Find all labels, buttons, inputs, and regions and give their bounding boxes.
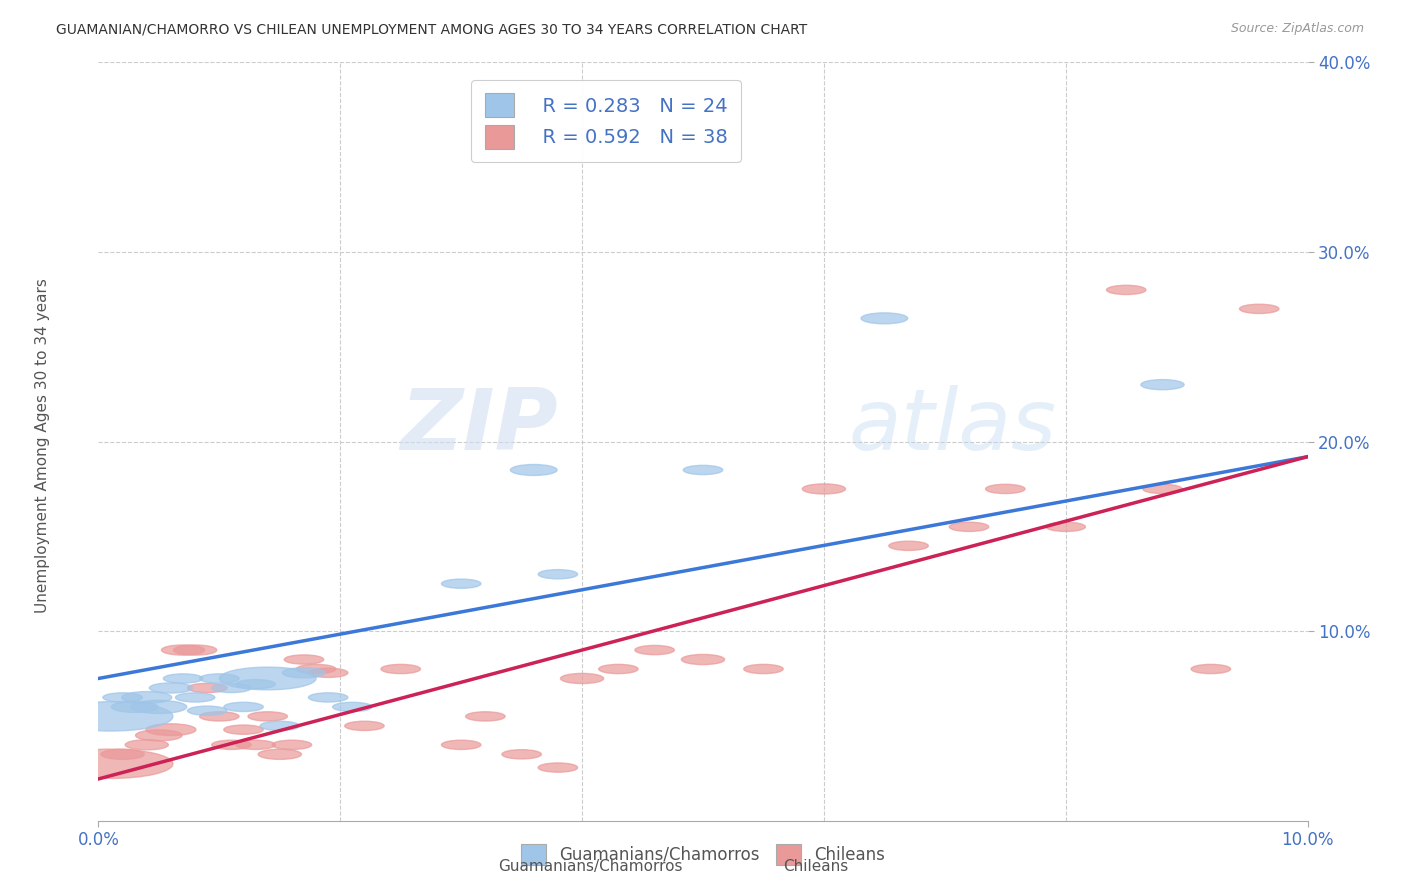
Text: ZIP: ZIP [401,384,558,468]
Text: Source: ZipAtlas.com: Source: ZipAtlas.com [1230,22,1364,36]
Text: Unemployment Among Ages 30 to 34 years: Unemployment Among Ages 30 to 34 years [35,278,49,614]
Text: atlas: atlas [848,384,1056,468]
Text: GUAMANIAN/CHAMORRO VS CHILEAN UNEMPLOYMENT AMONG AGES 30 TO 34 YEARS CORRELATION: GUAMANIAN/CHAMORRO VS CHILEAN UNEMPLOYME… [56,22,807,37]
Text: Guamanians/Chamorros: Guamanians/Chamorros [498,859,683,874]
Legend: Guamanians/Chamorros, Chileans: Guamanians/Chamorros, Chileans [512,836,894,873]
Text: Chileans: Chileans [783,859,848,874]
